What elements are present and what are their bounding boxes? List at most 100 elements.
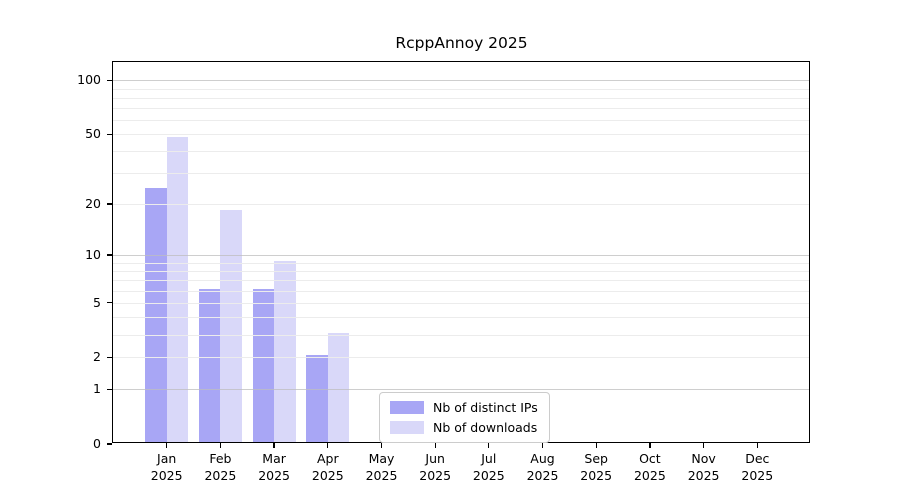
legend-swatch-nb-of-distinct-ips: [390, 401, 424, 414]
x-tick-year: 2025: [472, 468, 505, 483]
x-tick-mark-mar: [273, 443, 275, 448]
gridline-minor-40: [113, 151, 809, 153]
gridline-minor-30: [113, 173, 809, 175]
y-tick-label-5: 5: [93, 294, 101, 310]
y-tick-label-20: 20: [85, 196, 101, 212]
x-tick-label-nov: Nov 2025: [688, 450, 720, 484]
x-tick-label-apr: Apr 2025: [312, 450, 344, 484]
x-tick-label-mar: Mar 2025: [258, 450, 290, 484]
x-tick-label-aug: Aug 2025: [527, 450, 559, 484]
x-tick-label-sep: Sep 2025: [580, 450, 612, 484]
x-tick-year: 2025: [365, 468, 398, 483]
x-tick-year: 2025: [580, 468, 613, 483]
x-tick-mark-jul: [488, 443, 490, 448]
x-tick-month: Nov: [691, 451, 716, 466]
y-tick-mark-50: [107, 133, 112, 135]
x-tick-label-may: May 2025: [366, 450, 398, 484]
x-tick-label-feb: Feb 2025: [204, 450, 236, 484]
y-tick-mark-20: [107, 203, 112, 205]
y-tick-mark-5: [107, 302, 112, 304]
x-tick-year: 2025: [633, 468, 666, 483]
bar-feb-nb-of-downloads: [220, 210, 242, 442]
x-tick-label-dec: Dec 2025: [741, 450, 773, 484]
gridline-minor-90: [113, 88, 809, 90]
gridline-major-10: [113, 255, 809, 256]
x-tick-label-oct: Oct 2025: [634, 450, 666, 484]
x-tick-mark-jun: [434, 443, 436, 448]
gridline-minor-50: [113, 134, 809, 136]
bar-feb-nb-of-distinct-ips: [198, 288, 221, 442]
x-tick-year: 2025: [150, 468, 183, 483]
legend-entry-nb-of-downloads: Nb of downloads: [390, 420, 538, 435]
y-tick-label-50: 50: [85, 126, 101, 142]
legend-label-nb-of-distinct-ips: Nb of distinct IPs: [433, 400, 538, 415]
y-tick-label-10: 10: [85, 247, 101, 262]
bar-apr-nb-of-distinct-ips: [306, 355, 328, 442]
gridline-minor-7: [113, 280, 809, 282]
gridline-major-1: [113, 389, 809, 391]
x-tick-year: 2025: [526, 468, 559, 483]
y-tick-label-1: 1: [93, 381, 101, 397]
x-tick-month: Jul: [481, 451, 497, 466]
x-tick-mark-dec: [756, 443, 758, 448]
gridline-minor-8: [113, 270, 809, 272]
y-tick-label-100: 100: [77, 72, 101, 88]
x-tick-year: 2025: [311, 468, 344, 483]
bar-jan-nb-of-distinct-ips: [145, 188, 167, 442]
y-tick-label-0: 0: [93, 436, 101, 451]
x-tick-month: Jan: [157, 451, 177, 466]
legend: Nb of distinct IPs Nb of downloads: [379, 392, 550, 443]
x-tick-mark-jan: [166, 443, 168, 448]
bar-mar-nb-of-distinct-ips: [252, 288, 275, 442]
gridline-minor-60: [113, 120, 809, 122]
y-tick-mark-10: [107, 254, 112, 256]
y-tick-mark-0: [107, 443, 112, 445]
x-tick-month: Oct: [639, 451, 661, 466]
y-tick-label-2: 2: [93, 349, 101, 365]
chart-title: RcppAnnoy 2025: [395, 34, 528, 52]
x-tick-month: Jun: [425, 451, 445, 466]
x-tick-year: 2025: [687, 468, 720, 483]
x-tick-month: Aug: [530, 451, 555, 466]
y-tick-mark-2: [107, 356, 112, 359]
x-tick-label-jan: Jan 2025: [151, 450, 183, 484]
gridline-minor-5: [113, 302, 809, 304]
gridline-minor-2: [113, 357, 809, 359]
gridline-minor-3: [113, 334, 809, 336]
x-tick-mark-sep: [595, 443, 597, 448]
bar-mar-nb-of-downloads: [274, 260, 296, 442]
x-tick-mark-may: [380, 443, 383, 448]
gridline-minor-6: [113, 290, 809, 292]
bar-jan-nb-of-downloads: [166, 136, 189, 442]
x-tick-year: 2025: [741, 468, 774, 483]
x-tick-year: 2025: [204, 468, 237, 483]
x-tick-year: 2025: [258, 468, 290, 483]
gridline-minor-80: [113, 97, 809, 99]
x-tick-month: Dec: [745, 451, 770, 466]
y-tick-mark-1: [107, 388, 112, 391]
legend-label-nb-of-downloads: Nb of downloads: [433, 420, 538, 435]
x-tick-month: Feb: [209, 451, 232, 466]
gridline-minor-70: [113, 108, 809, 110]
x-tick-month: Mar: [262, 451, 286, 466]
x-tick-label-jun: Jun 2025: [419, 450, 451, 484]
x-tick-month: Apr: [316, 451, 339, 466]
x-tick-mark-apr: [327, 443, 329, 448]
x-tick-mark-nov: [702, 443, 705, 448]
bar-apr-nb-of-downloads: [327, 332, 350, 442]
legend-entry-nb-of-distinct-ips: Nb of distinct IPs: [390, 400, 538, 415]
gridline-major-100: [113, 80, 809, 82]
x-tick-month: May: [368, 451, 395, 466]
gridline-minor-20: [113, 204, 809, 206]
y-tick-mark-100: [107, 79, 112, 81]
x-tick-year: 2025: [419, 468, 452, 483]
x-tick-label-jul: Jul 2025: [473, 450, 505, 484]
legend-swatch-nb-of-downloads: [390, 421, 424, 434]
x-tick-month: Sep: [584, 451, 608, 466]
x-tick-mark-feb: [219, 443, 222, 448]
x-tick-mark-aug: [541, 443, 544, 448]
x-tick-mark-oct: [649, 443, 651, 448]
gridline-minor-9: [113, 262, 809, 264]
gridline-minor-4: [113, 317, 809, 319]
